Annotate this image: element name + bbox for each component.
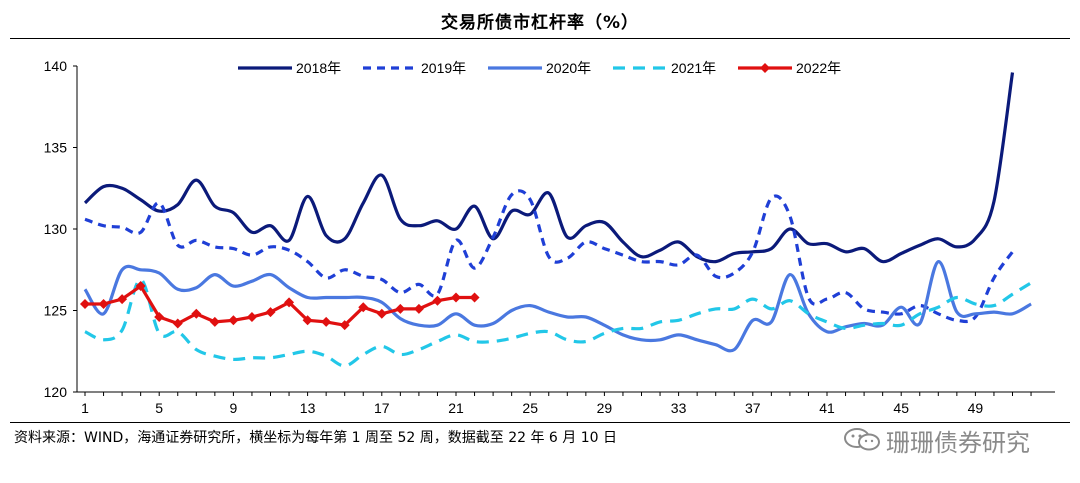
data-point-marker <box>117 294 128 305</box>
series-line-2018年 <box>83 72 1015 264</box>
x-tick-label: 1 <box>81 400 89 416</box>
legend-label: 2021年 <box>671 60 716 76</box>
data-point-marker <box>80 298 90 309</box>
chart-axes: 120 125 130 135 140 1 5 9 13 17 21 25 29 33 37 41 45 49 <box>44 58 1055 416</box>
legend-marker <box>760 63 770 73</box>
legend-label: 2019年 <box>421 60 466 76</box>
data-point-marker <box>358 302 369 313</box>
data-point-marker <box>191 308 202 319</box>
x-tick-label: 25 <box>522 400 538 416</box>
data-point-marker <box>469 292 480 303</box>
bottom-rule <box>10 422 1070 423</box>
y-tick-label: 130 <box>44 221 68 237</box>
watermark-text: 珊珊债券研究 <box>886 429 1030 457</box>
chart-legend: 2018年 2019年 2020年 2021年 2022年 <box>238 60 841 76</box>
data-point-marker <box>172 318 183 329</box>
legend-label: 2020年 <box>546 60 591 76</box>
series-line-2020年 <box>83 259 1032 353</box>
x-tick-label: 45 <box>893 400 909 416</box>
x-tick-label: 29 <box>597 400 613 416</box>
data-point-marker <box>302 315 313 326</box>
x-tick-label: 13 <box>300 400 316 416</box>
chart-title: 交易所债市杠杆率（%） <box>440 13 640 33</box>
series-line-2019年 <box>84 189 1014 324</box>
data-point-marker <box>451 292 461 303</box>
x-tick-label: 17 <box>374 400 390 416</box>
wechat-icon <box>844 428 880 451</box>
source-note: 资料来源：WIND，海通证券研究所，横坐标为每年第 1 周至 52 周，数据截至… <box>14 430 617 446</box>
y-tick-label: 140 <box>44 58 68 74</box>
line-chart: 120 125 130 135 140 1 5 9 13 17 21 25 29 33 37 41 45 49 2… <box>44 58 1055 416</box>
data-point-marker <box>376 308 387 319</box>
legend-label: 2022年 <box>796 60 841 76</box>
x-tick-label: 49 <box>968 400 984 416</box>
x-tick-label: 9 <box>230 400 238 416</box>
data-point-marker <box>339 320 350 331</box>
x-tick-label: 37 <box>745 400 761 416</box>
top-rule <box>10 38 1070 39</box>
x-tick-label: 33 <box>671 400 687 416</box>
data-point-marker <box>284 297 295 308</box>
chart-series <box>80 72 1032 368</box>
data-point-marker <box>321 316 332 327</box>
x-tick-label: 21 <box>448 400 464 416</box>
data-point-marker <box>432 295 443 306</box>
data-point-marker <box>135 281 146 292</box>
data-point-marker <box>265 307 276 318</box>
x-tick-label: 5 <box>155 400 163 416</box>
data-point-marker <box>246 312 257 323</box>
data-point-marker <box>154 312 165 323</box>
data-point-marker <box>209 316 220 327</box>
data-point-marker <box>395 303 406 314</box>
data-point-marker <box>413 303 424 314</box>
series-line-2022年 <box>85 284 475 327</box>
data-point-marker <box>98 298 109 309</box>
data-point-marker <box>228 315 239 326</box>
y-tick-label: 135 <box>44 140 68 156</box>
x-tick-label: 41 <box>819 400 835 416</box>
y-tick-label: 125 <box>44 303 68 319</box>
series-line-2021年 <box>84 277 1032 368</box>
legend-label: 2018年 <box>296 60 341 76</box>
y-tick-label: 120 <box>44 384 68 400</box>
